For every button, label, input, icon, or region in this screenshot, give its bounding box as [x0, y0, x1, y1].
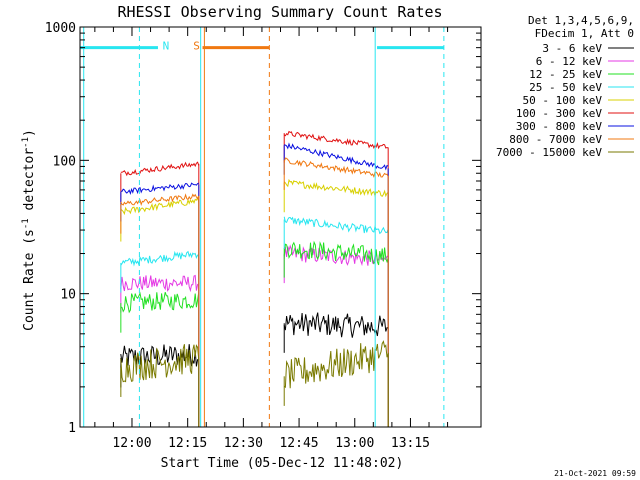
flag-label: S — [193, 40, 200, 53]
x-tick-label: 12:30 — [224, 436, 263, 451]
flag-label: N — [163, 40, 170, 53]
legend-label: 6 - 12 keV — [536, 55, 603, 68]
timestamp: 21-Oct-2021 09:59 — [554, 469, 636, 478]
series-7 — [120, 157, 389, 427]
y-axis-label: Count Rate (s-1 detector-1) — [21, 129, 37, 331]
legend: Det 1,3,4,5,6,9, FDecim 1, Att 0 3 - 6 k… — [496, 14, 634, 159]
x-tick-label: 12:00 — [112, 436, 151, 451]
series-line — [284, 142, 389, 171]
series-line — [120, 250, 199, 267]
series-line — [120, 344, 200, 383]
series-line — [120, 196, 200, 216]
series-line — [283, 312, 389, 338]
y-tick-label: 1 — [68, 421, 76, 436]
legend-label: 3 - 6 keV — [542, 42, 602, 55]
y-tick-label: 100 — [53, 154, 76, 169]
series-5 — [120, 130, 389, 427]
legend-label: 12 - 25 keV — [529, 68, 602, 81]
series-line — [283, 240, 389, 266]
legend-header-line-1: Det 1,3,4,5,6,9, — [528, 14, 634, 27]
series-line — [120, 291, 200, 314]
x-tick-label: 13:15 — [391, 436, 430, 451]
legend-label: 300 - 800 keV — [516, 120, 602, 133]
legend-header-line-2: FDecim 1, Att 0 — [535, 27, 634, 40]
series-6 — [120, 142, 389, 427]
y-tick-label: 1000 — [45, 21, 76, 36]
legend-label: 800 - 7000 keV — [509, 133, 602, 146]
series-line — [120, 161, 200, 177]
series-line — [120, 182, 200, 195]
x-axis-label: Start Time (05-Dec-12 11:48:02) — [161, 456, 404, 471]
series-line — [120, 193, 200, 206]
legend-label: 25 - 50 keV — [529, 81, 602, 94]
x-tick-label: 12:45 — [279, 436, 318, 451]
series-layer — [120, 130, 389, 427]
y-tick-label: 10 — [60, 288, 76, 303]
vertical-markers — [83, 27, 445, 427]
series-line — [283, 216, 389, 235]
series-line — [283, 340, 389, 389]
legend-label: 50 - 100 keV — [523, 94, 603, 107]
series-line — [120, 274, 200, 293]
x-tick-label: 13:00 — [335, 436, 374, 451]
legend-label: 7000 - 15000 keV — [496, 146, 602, 159]
series-1 — [120, 244, 389, 427]
x-tick-label: 12:15 — [168, 436, 207, 451]
axes: 1 10 100 1000 12:00 12:15 12:30 12:45 13:00 13:15 — [45, 21, 481, 451]
series-8 — [120, 340, 389, 427]
chart-title: RHESSI Observing Summary Count Rates — [117, 3, 442, 21]
series-line — [283, 157, 389, 178]
series-line — [283, 130, 389, 150]
series-2 — [120, 240, 389, 427]
series-line — [283, 178, 389, 198]
legend-label: 100 - 300 keV — [516, 107, 602, 120]
series-0 — [120, 312, 389, 427]
